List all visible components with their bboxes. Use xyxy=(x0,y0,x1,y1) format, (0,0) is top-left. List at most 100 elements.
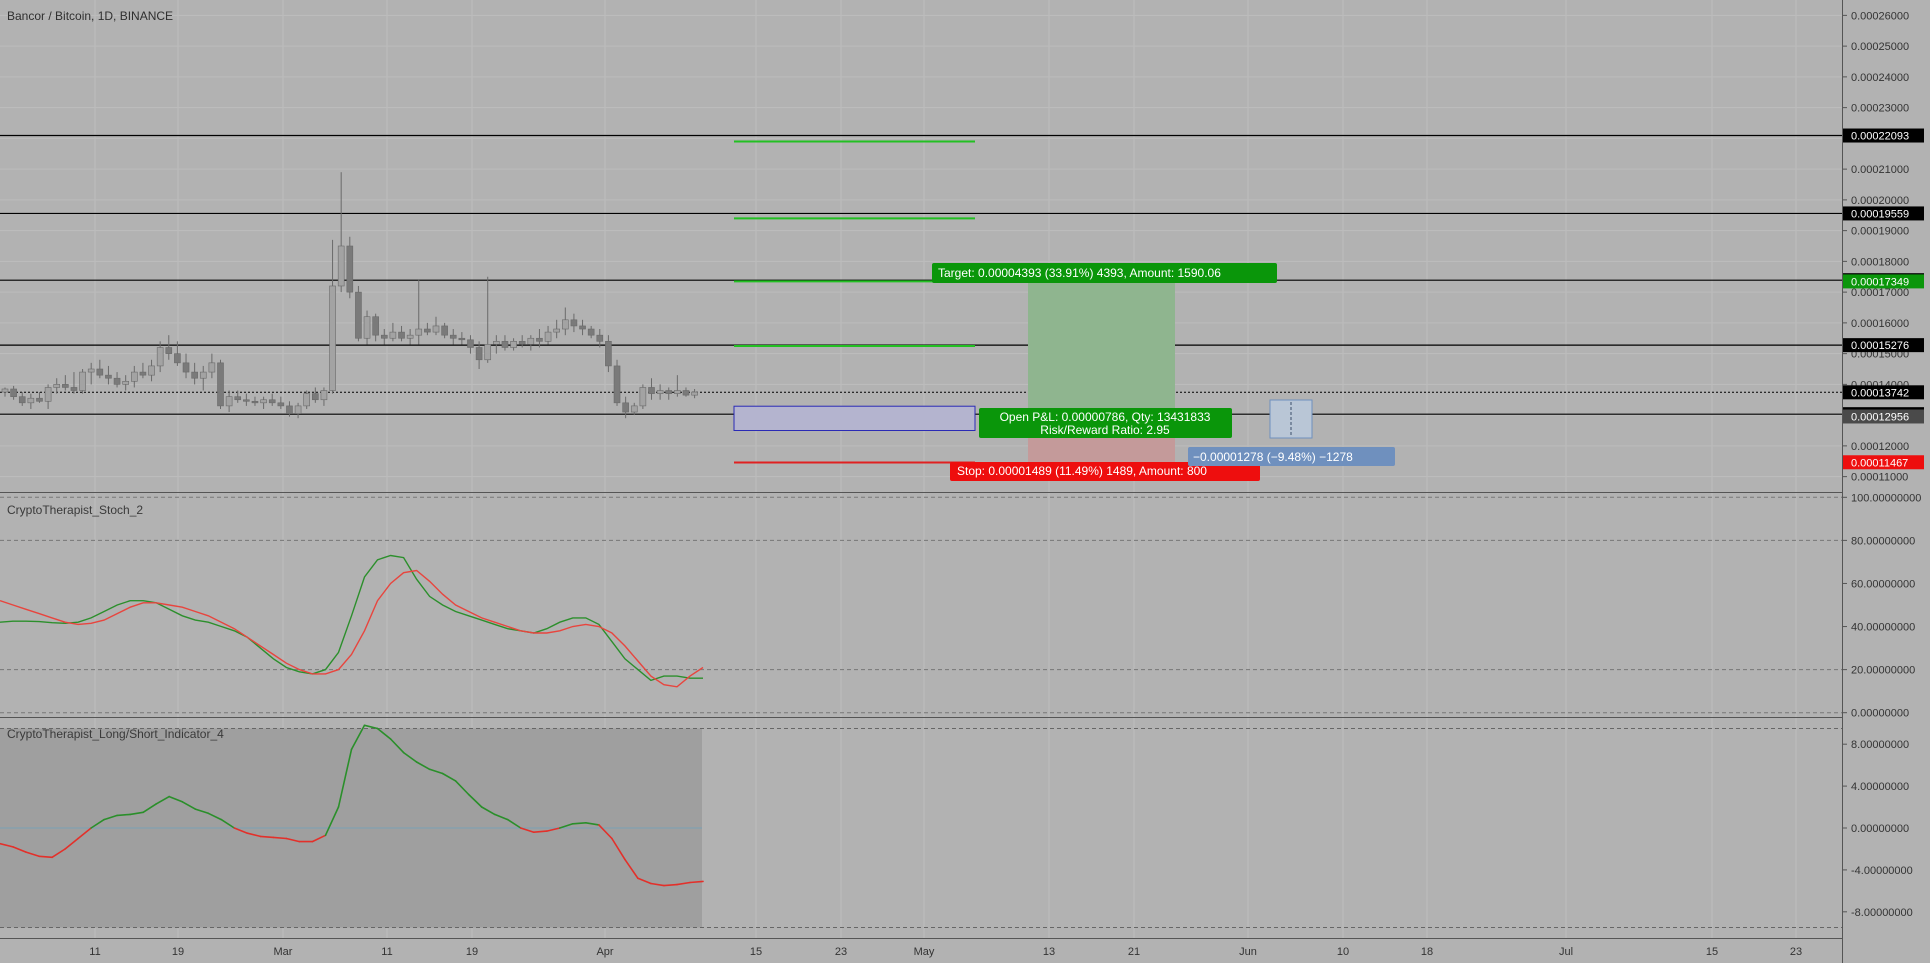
candle-body-down xyxy=(467,339,474,348)
target-label-background xyxy=(932,263,1277,283)
axis-tick-label: 0.00000000 xyxy=(1851,708,1909,720)
candle-body-down xyxy=(587,328,595,336)
candle xyxy=(337,172,345,293)
candle xyxy=(665,387,673,400)
candle-body-down xyxy=(458,337,466,341)
ls-line-segment xyxy=(480,806,496,816)
time-tick-label: May xyxy=(914,946,935,958)
price-tag-label: 0.00022093 xyxy=(1851,131,1909,143)
candle xyxy=(243,393,250,406)
candle-body-down xyxy=(475,347,483,361)
candle xyxy=(320,387,328,406)
ls-line-segment xyxy=(90,818,105,829)
price-tag xyxy=(1843,385,1924,400)
ls-line-segment xyxy=(545,827,561,832)
candle-body-down xyxy=(622,402,629,413)
ls-line-segment xyxy=(611,837,626,861)
price-tag xyxy=(1843,338,1924,353)
axis-tick-label: -4.00000000 xyxy=(1851,865,1913,877)
candle xyxy=(156,341,164,373)
price-tag xyxy=(1843,409,1924,424)
candle-body-down xyxy=(286,405,293,414)
candle xyxy=(613,359,621,406)
price-tag xyxy=(1843,274,1924,289)
candlestick-series xyxy=(1,172,698,419)
axis-tick-label: 0.00024000 xyxy=(1851,72,1909,84)
price-axis[interactable]: 0.000110000.000120000.000130000.00014000… xyxy=(1842,0,1930,963)
axis-tick-label: 0.00016000 xyxy=(1851,318,1909,330)
candle xyxy=(1,387,9,397)
candle-body-up xyxy=(53,384,61,388)
ls-line-segment xyxy=(467,793,483,808)
ls-line-segment xyxy=(116,813,131,817)
time-axis[interactable]: 11 19 Mar 11 19 Apr 15 23 May 13 21 Jun 10 18 Jul 15 23 xyxy=(89,946,1802,958)
candle xyxy=(174,341,181,366)
ls-line-segment xyxy=(676,881,691,886)
candle-body-down xyxy=(518,341,526,345)
candle xyxy=(191,362,198,385)
price-tag xyxy=(1843,128,1924,143)
ls-line-segment xyxy=(129,811,144,816)
candle-body-down xyxy=(18,396,26,404)
candle xyxy=(622,396,629,419)
candle xyxy=(432,316,440,336)
ls-line-segment xyxy=(415,761,431,771)
price-tag-label: 0.00011467 xyxy=(1851,457,1908,469)
candle xyxy=(148,359,155,382)
measure-label-background xyxy=(1188,447,1395,466)
candle-body-down xyxy=(139,371,147,376)
candle xyxy=(44,384,52,409)
candle-body-up xyxy=(484,344,492,361)
candle xyxy=(182,353,190,379)
position-labels: Target: 0.00004393 (33.91%) 4393, Amount… xyxy=(932,263,1277,481)
candle xyxy=(449,329,457,345)
candle xyxy=(380,329,388,345)
ls-line-segment xyxy=(337,748,353,808)
axis-tick-label: -8.00000000 xyxy=(1851,907,1913,919)
candle-body-up xyxy=(320,390,328,401)
ls-line-segment xyxy=(194,808,210,815)
candle-body-up xyxy=(87,368,95,373)
candle-body-down xyxy=(536,337,543,342)
candle-body-down xyxy=(596,334,604,342)
ls-line-segment xyxy=(64,837,79,850)
ls-line-segment xyxy=(493,813,509,821)
candle-body-down xyxy=(182,362,190,373)
candle-body-up xyxy=(225,396,233,407)
axis-tick-label: 20.00000000 xyxy=(1851,665,1915,677)
long-short-pane-title: CryptoTherapist_Long/Short_Indicator_4 xyxy=(7,727,224,741)
axis-tick-label: 0.00020000 xyxy=(1851,195,1909,207)
candle xyxy=(10,385,17,400)
candle-body-up xyxy=(79,371,86,391)
time-tick-label: 11 xyxy=(89,946,100,958)
ls-line-segment xyxy=(246,832,262,838)
target-zone[interactable] xyxy=(1028,281,1175,417)
ls-line-segment xyxy=(519,827,535,834)
long-short-series xyxy=(0,724,1842,929)
entry-zone-rectangle[interactable] xyxy=(733,405,976,431)
candle xyxy=(346,236,354,299)
candle xyxy=(691,388,698,399)
candle-body-up xyxy=(122,380,129,385)
candle-body-down xyxy=(398,331,405,339)
axis-tick-label: 4.00000000 xyxy=(1851,781,1909,793)
candle xyxy=(96,359,104,379)
candle xyxy=(286,401,293,417)
candle xyxy=(70,372,78,394)
measure-tool[interactable]: −0.00001278 (−9.48%) −1278 xyxy=(1188,399,1395,466)
candle-body-down xyxy=(96,368,104,376)
candle xyxy=(674,375,681,397)
candle xyxy=(579,319,586,336)
candle xyxy=(596,329,604,348)
candle xyxy=(208,353,216,379)
candle xyxy=(18,392,26,406)
candle xyxy=(553,319,560,339)
candle xyxy=(682,387,690,397)
candle-body-up xyxy=(303,393,311,407)
price-tag xyxy=(1843,455,1924,470)
time-tick-label: 19 xyxy=(172,946,184,958)
ls-line-segment xyxy=(311,834,327,843)
candle xyxy=(544,325,552,345)
